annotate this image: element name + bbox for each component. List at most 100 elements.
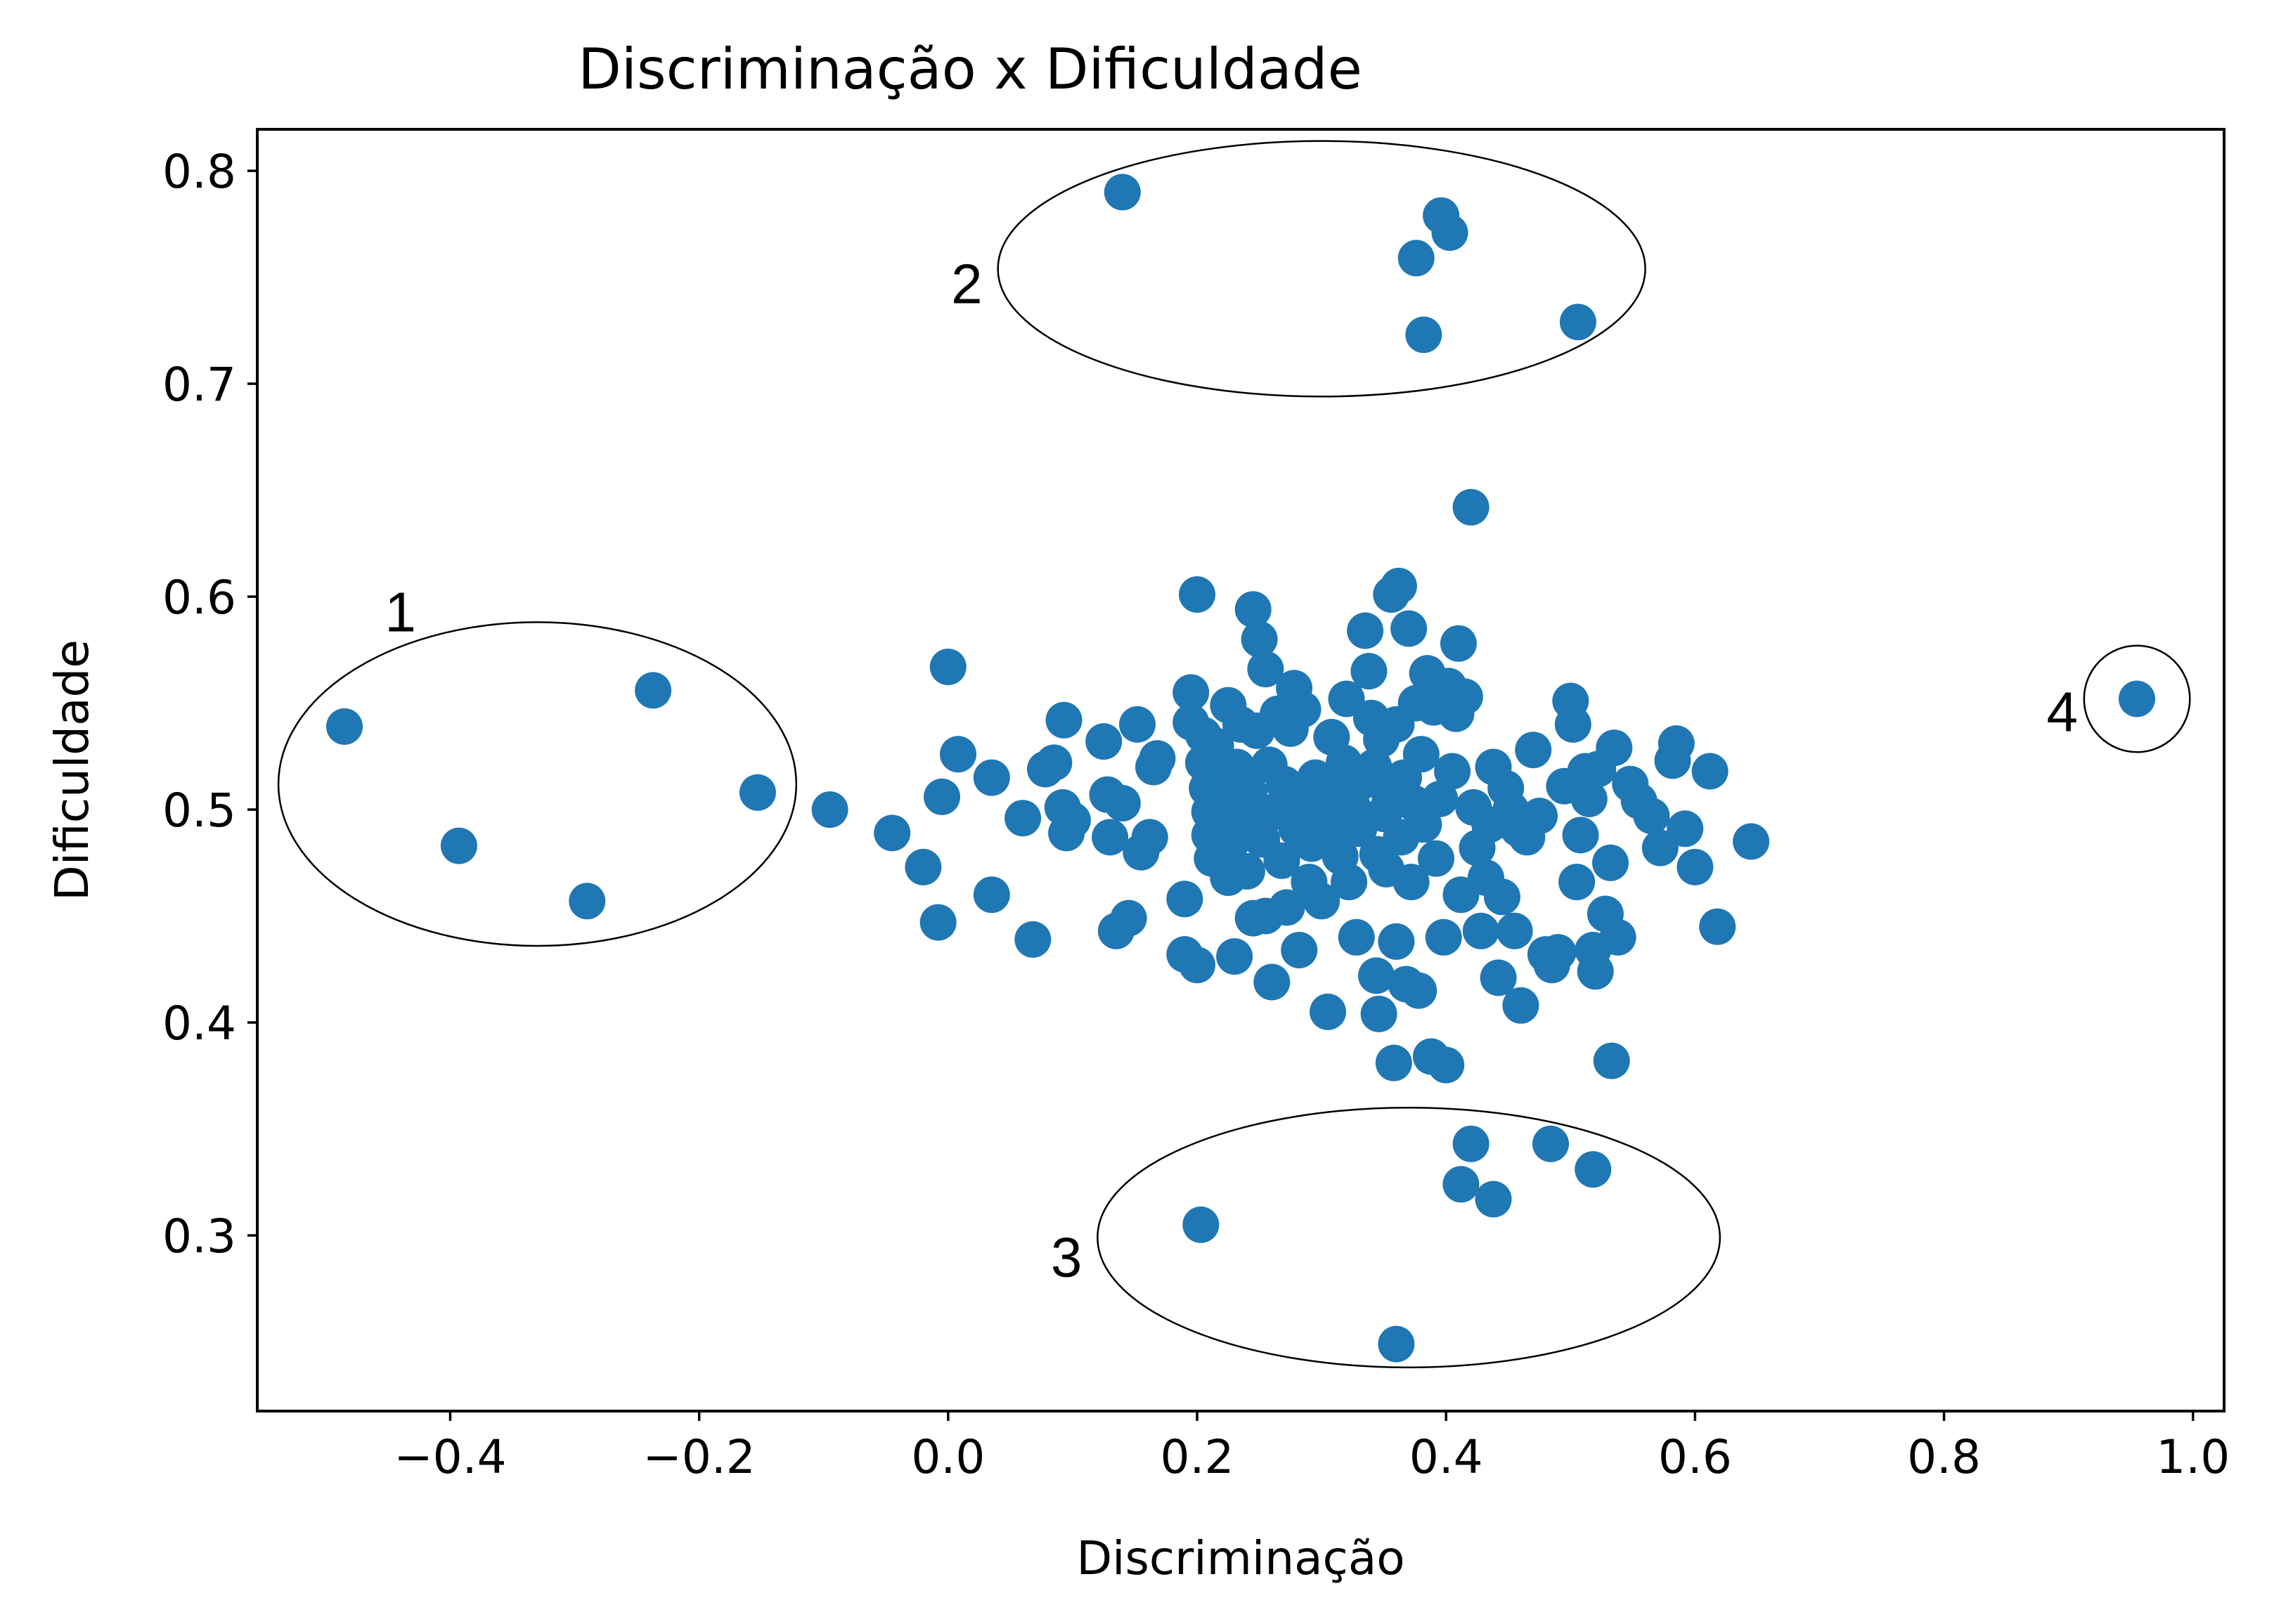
x-tick-label: 0.0	[911, 1430, 985, 1484]
data-point	[1014, 921, 1052, 958]
x-axis-label: Discriminação	[1076, 1531, 1404, 1585]
data-point	[1462, 912, 1499, 949]
cluster-ellipse-4	[2083, 644, 2191, 753]
data-point	[1054, 802, 1091, 839]
data-point	[1400, 972, 1438, 1009]
data-point	[1375, 1044, 1412, 1081]
data-point	[1667, 810, 1704, 847]
data-point	[811, 791, 848, 829]
data-point	[1421, 780, 1459, 817]
data-point	[1284, 691, 1322, 728]
data-point	[1092, 819, 1129, 856]
cluster-label-3: 3	[1051, 1226, 1083, 1288]
data-point	[1247, 651, 1284, 688]
data-point	[1515, 732, 1552, 769]
data-point	[1641, 829, 1679, 866]
data-point	[1281, 932, 1318, 968]
data-point	[1104, 174, 1141, 211]
y-tick-label: 0.3	[162, 1209, 236, 1264]
data-point	[1442, 1166, 1480, 1203]
data-point	[1179, 576, 1215, 613]
data-point	[1554, 706, 1591, 743]
x-tick-label: 0.6	[1658, 1430, 1732, 1484]
data-point	[739, 774, 776, 811]
data-point	[1691, 753, 1729, 790]
data-point	[1253, 963, 1291, 1001]
data-point	[1475, 1181, 1512, 1218]
data-point	[1358, 957, 1395, 994]
cluster-label-1: 1	[385, 580, 416, 643]
y-axis-label: Dificuldade	[45, 639, 99, 901]
data-point	[1035, 744, 1073, 781]
cluster-annotations: 1 2 3 4	[277, 140, 2191, 1369]
data-point	[973, 876, 1010, 914]
x-tick-label: −0.2	[643, 1430, 756, 1484]
data-point	[1182, 1206, 1220, 1243]
data-point	[1085, 723, 1123, 760]
data-point	[1331, 864, 1368, 901]
y-tick-label: 0.7	[162, 358, 236, 412]
data-point	[1559, 304, 1596, 341]
cluster-ellipse-1	[277, 621, 798, 947]
data-point	[1577, 953, 1614, 990]
data-point	[569, 883, 606, 920]
data-point	[973, 759, 1010, 796]
data-point	[1355, 748, 1393, 786]
data-point	[1004, 800, 1042, 837]
data-point	[1402, 736, 1440, 773]
data-point	[1228, 852, 1265, 890]
plot-frame	[256, 128, 2225, 1412]
cluster-label-2: 2	[951, 253, 983, 316]
x-tick-label: 0.2	[1161, 1430, 1234, 1484]
data-point	[1139, 740, 1176, 777]
data-point	[1658, 725, 1695, 762]
data-point	[1502, 987, 1539, 1024]
data-point	[1310, 993, 1346, 1030]
data-point	[1521, 798, 1558, 835]
x-tick-label: −0.4	[394, 1430, 506, 1484]
data-point	[1172, 674, 1210, 711]
data-point	[1428, 1046, 1465, 1084]
data-point	[1593, 1042, 1630, 1079]
data-point	[1360, 995, 1397, 1032]
data-point	[905, 848, 942, 885]
y-tick-label: 0.8	[162, 145, 236, 199]
data-point	[1483, 878, 1520, 916]
y-tick-label: 0.6	[162, 571, 236, 625]
x-axis: −0.4 −0.2 0.0 0.2 0.4 0.6 0.8 1.0	[394, 1411, 2230, 1484]
data-point	[1480, 959, 1517, 996]
data-point	[1539, 934, 1577, 971]
data-point	[1452, 488, 1490, 526]
data-point	[1397, 240, 1435, 277]
data-point	[1446, 678, 1483, 715]
x-tick-label: 0.8	[1907, 1430, 1981, 1484]
data-point	[1234, 591, 1272, 628]
data-point	[1166, 881, 1203, 918]
data-point	[1380, 567, 1417, 604]
data-point	[635, 672, 672, 709]
data-point	[1303, 883, 1341, 920]
data-point	[2119, 680, 2155, 717]
data-point	[1496, 912, 1533, 949]
data-point	[1570, 780, 1608, 817]
data-point	[1104, 785, 1141, 821]
y-tick-label: 0.4	[162, 996, 236, 1051]
data-point	[440, 827, 477, 864]
data-point	[1677, 848, 1714, 885]
data-point	[1179, 947, 1215, 984]
x-tick-label: 0.4	[1409, 1430, 1483, 1484]
data-point	[1328, 680, 1365, 717]
data-point	[924, 778, 960, 815]
data-point	[1452, 1125, 1490, 1162]
data-point	[874, 814, 911, 852]
data-point	[1558, 864, 1596, 901]
cluster-ellipse-2	[997, 140, 1646, 398]
data-point	[1390, 610, 1428, 647]
data-point	[1405, 316, 1442, 353]
data-point	[919, 904, 957, 941]
data-point	[1562, 817, 1599, 854]
y-axis: 0.3 0.4 0.5 0.6 0.7 0.8	[162, 145, 257, 1264]
data-point	[1532, 1125, 1569, 1162]
x-tick-label: 1.0	[2156, 1430, 2230, 1484]
